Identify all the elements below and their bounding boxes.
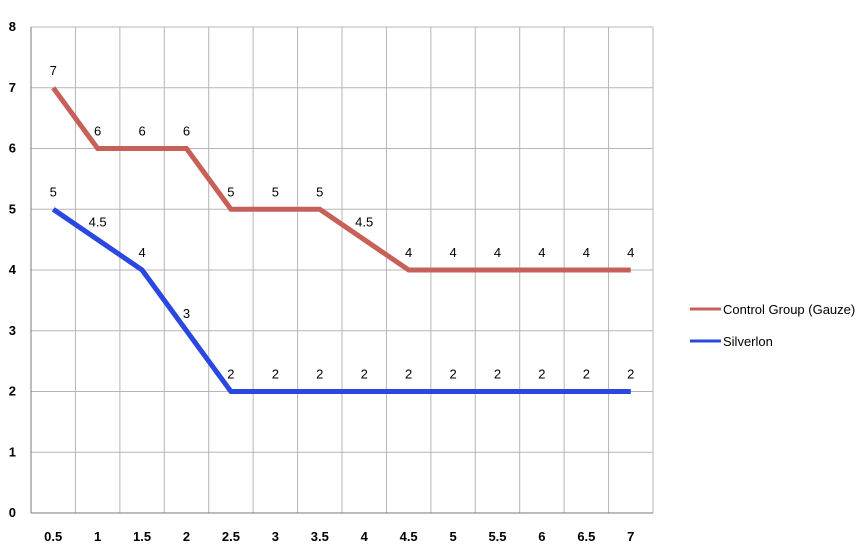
y-tick-label: 3 <box>9 323 16 338</box>
x-tick-label: 5 <box>449 529 456 544</box>
data-label: 2 <box>227 367 234 382</box>
x-tick-label: 5.5 <box>488 529 506 544</box>
x-tick-label: 1.5 <box>133 529 151 544</box>
data-label: 6 <box>94 124 101 139</box>
x-tick-label: 4.5 <box>400 529 418 544</box>
y-tick-label: 4 <box>9 262 17 277</box>
data-label: 5 <box>227 184 234 199</box>
data-label: 5 <box>316 184 323 199</box>
data-label: 2 <box>494 367 501 382</box>
x-tick-label: 4 <box>361 529 369 544</box>
x-tick-label: 2.5 <box>222 529 240 544</box>
data-label: 2 <box>405 367 412 382</box>
x-tick-label: 7 <box>627 529 634 544</box>
y-tick-label: 8 <box>9 19 16 34</box>
data-label: 6 <box>138 124 145 139</box>
x-tick-label: 0.5 <box>44 529 62 544</box>
data-label: 2 <box>272 367 279 382</box>
y-tick-labels: 0 1 2 3 4 5 6 7 8 <box>9 19 17 520</box>
legend-label: Control Group (Gauze) <box>723 302 855 317</box>
data-label: 3 <box>183 306 190 321</box>
y-tick-label: 5 <box>9 201 16 216</box>
series-line <box>51 86 631 273</box>
data-label: 4.5 <box>89 215 107 230</box>
x-tick-label: 6 <box>538 529 545 544</box>
series-lines <box>51 86 631 394</box>
data-label: 5 <box>50 184 57 199</box>
data-label: 2 <box>538 367 545 382</box>
grid <box>30 26 654 514</box>
data-label: 4 <box>627 245 634 260</box>
legend: Control Group (Gauze) Silverlon <box>690 302 855 349</box>
x-tick-label: 2 <box>183 529 190 544</box>
data-label: 4 <box>405 245 412 260</box>
axes <box>30 27 653 514</box>
data-label: 2 <box>361 367 368 382</box>
data-label: 4 <box>583 245 590 260</box>
data-label: 5 <box>272 184 279 199</box>
data-label: 2 <box>627 367 634 382</box>
x-tick-label: 1 <box>94 529 101 544</box>
y-tick-label: 6 <box>9 141 16 156</box>
x-tick-labels: 0.5 1 1.5 2 2.5 3 3.5 4 4.5 5 5.5 6 6.5 7 <box>44 529 634 544</box>
data-labels: 7 6 6 6 5 5 5 4.5 4 4 4 4 4 4 5 4.5 4 3 2 2 2 2 2 2 2 2 2 2 <box>50 63 635 382</box>
data-label: 6 <box>183 124 190 139</box>
data-label: 4 <box>538 245 545 260</box>
data-label: 4.5 <box>355 215 373 230</box>
data-label: 2 <box>316 367 323 382</box>
data-label: 2 <box>449 367 456 382</box>
y-tick-label: 0 <box>9 505 16 520</box>
x-tick-label: 3.5 <box>311 529 329 544</box>
x-tick-label: 3 <box>272 529 279 544</box>
x-tick-label: 6.5 <box>577 529 595 544</box>
legend-label: Silverlon <box>723 334 773 349</box>
y-tick-label: 2 <box>9 384 16 399</box>
data-label: 7 <box>50 63 57 78</box>
y-tick-label: 1 <box>9 444 16 459</box>
data-label: 2 <box>583 367 590 382</box>
y-tick-label: 7 <box>9 80 16 95</box>
data-label: 4 <box>138 245 145 260</box>
data-label: 4 <box>494 245 501 260</box>
series-line <box>51 207 631 394</box>
data-label: 4 <box>449 245 456 260</box>
